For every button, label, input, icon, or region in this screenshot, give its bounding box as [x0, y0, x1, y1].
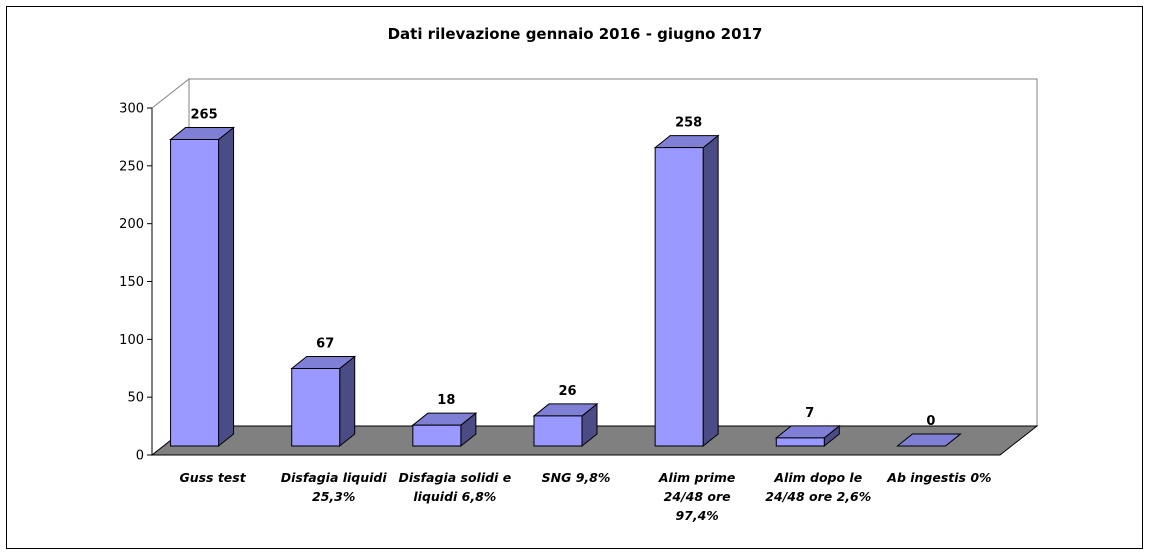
bar	[411, 412, 478, 448]
bar-front	[291, 368, 341, 447]
x-category-label-line: liquidi 6,8%	[413, 489, 496, 504]
y-tick-label: 200	[119, 217, 144, 232]
bar-side	[702, 134, 719, 448]
x-category-label: Disfagia solidi e liquidi 6,8%	[399, 470, 512, 504]
x-category-label-line: 25,3%	[312, 489, 355, 504]
x-category-label-line: SNG 9,8%	[542, 470, 611, 485]
y-tick-label: 0	[136, 449, 144, 464]
bar-front	[775, 437, 825, 447]
y-tick-label: 300	[119, 102, 144, 117]
y-tick-label: 150	[119, 275, 144, 290]
bar-value-label: 265	[191, 107, 218, 122]
x-category-label-line: Disfagia liquidi	[281, 470, 388, 485]
bar-front	[170, 138, 220, 447]
bar-value-label: 7	[805, 406, 814, 421]
chart-walls	[150, 77, 1039, 457]
x-category-label-line: 24/48 ore	[664, 489, 731, 504]
x-category-label: Guss test	[179, 470, 246, 485]
chart-title: Dati rilevazione gennaio 2016 - giugno 2…	[388, 25, 763, 43]
x-category-label-line: Ab ingestis 0%	[886, 470, 991, 485]
x-category-label: SNG 9,8%	[542, 470, 611, 485]
x-category-label: Disfagia liquidi 25,3%	[281, 470, 388, 504]
y-axis: 0 50 100 150 200 250 300	[119, 102, 1000, 464]
bar-side	[339, 355, 356, 448]
bar	[290, 355, 357, 448]
bar-value-label: 0	[926, 414, 935, 429]
y-tick-label: 250	[119, 159, 144, 174]
x-category-label: Alim prime 24/48 ore 97,4%	[658, 470, 736, 523]
x-category-label: Ab ingestis 0%	[886, 470, 991, 485]
bar	[653, 134, 720, 448]
x-axis-labels: Guss test Disfagia liquidi 25,3% Disfagia s…	[179, 470, 991, 523]
bar-value-label: 258	[675, 116, 702, 131]
bar-value-label: 67	[316, 337, 334, 352]
y-tick-label: 100	[119, 333, 144, 348]
x-category-label-line: Alim dopo le	[773, 470, 862, 485]
bar-front	[533, 415, 583, 447]
x-category-label-line: Disfagia solidi e	[399, 470, 512, 485]
bar	[774, 424, 841, 448]
x-category-label-line: 97,4%	[675, 508, 718, 523]
bar-front	[412, 424, 462, 447]
bar	[532, 402, 599, 448]
bars: 265 67 18 26 258 7 0	[169, 107, 962, 448]
bar-top	[896, 433, 962, 447]
bar	[896, 433, 962, 447]
bar-front	[654, 147, 704, 447]
bar	[169, 126, 235, 448]
x-category-label-line: 24/48 ore 2,6%	[765, 489, 871, 504]
bar-value-label: 18	[437, 393, 455, 408]
x-category-label-line: Alim prime	[658, 470, 736, 485]
y-tick-label: 50	[127, 391, 144, 406]
bar-side	[218, 126, 235, 448]
bar-value-label: 26	[558, 384, 576, 399]
x-category-label-line: Guss test	[179, 470, 246, 485]
x-category-label: Alim dopo le 24/48 ore 2,6%	[765, 470, 871, 504]
